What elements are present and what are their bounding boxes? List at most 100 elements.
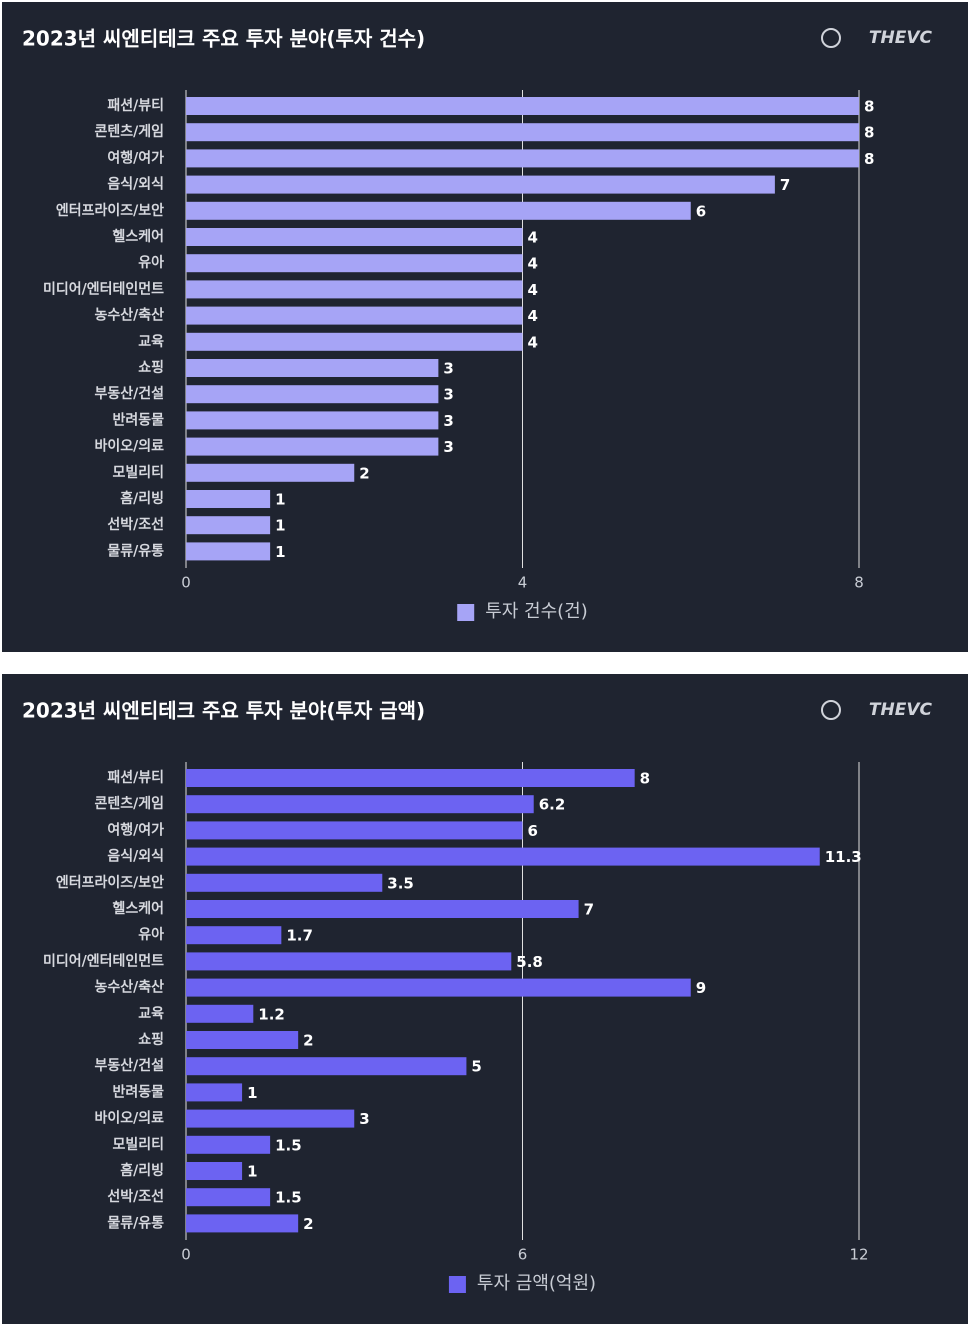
value-label: 5.8	[516, 953, 543, 971]
y-tick-label: 모빌리티	[112, 465, 164, 481]
value-label: 1	[247, 1163, 257, 1181]
value-label: 5	[471, 1058, 481, 1076]
y-tick-label: 바이오/의료	[94, 438, 164, 455]
bar	[186, 1057, 467, 1076]
value-label: 3	[443, 360, 453, 378]
bar	[186, 1135, 271, 1154]
brand-logo: THEVC	[869, 28, 933, 48]
y-tick-label: 농수산/축산	[94, 979, 164, 996]
y-tick-label: 교육	[138, 334, 164, 350]
bar	[186, 978, 691, 997]
bar	[186, 123, 859, 142]
x-tick-label: 8	[854, 574, 864, 592]
value-label: 8	[864, 150, 874, 168]
chart-title: 2023년 씨엔티테크 주요 투자 분야(투자 건수)	[22, 27, 425, 51]
bar	[186, 254, 523, 273]
x-tick-label: 4	[518, 574, 528, 592]
bar	[186, 1109, 355, 1128]
y-tick-label: 물류/유통	[107, 543, 164, 559]
y-tick-label: 패션/뷰티	[107, 97, 164, 114]
y-tick-label: 헬스케어	[112, 900, 164, 917]
bar	[186, 1162, 243, 1180]
value-label: 4	[528, 281, 538, 299]
x-tick-label: 12	[849, 1246, 868, 1264]
value-label: 4	[528, 229, 538, 247]
x-tick-label: 0	[181, 1246, 191, 1264]
bar	[186, 359, 439, 377]
bar	[186, 201, 691, 220]
bar	[186, 873, 383, 892]
value-label: 1.2	[258, 1005, 285, 1023]
bar	[186, 1214, 299, 1233]
value-label: 4	[528, 307, 538, 325]
value-label: 4	[528, 255, 538, 273]
bar	[186, 175, 775, 194]
bar	[186, 926, 282, 945]
value-label: 1.5	[275, 1189, 302, 1207]
y-tick-label: 쇼핑	[138, 359, 164, 376]
brand-logo: THEVC	[869, 700, 933, 720]
y-tick-label: 음식/외식	[107, 176, 164, 193]
y-tick-label: 반려동물	[112, 411, 164, 428]
y-tick-label: 엔터프라이즈/보안	[56, 874, 164, 891]
bar	[186, 1188, 271, 1207]
y-tick-label: 부동산/건설	[94, 1057, 164, 1074]
bar	[186, 769, 635, 787]
y-tick-label: 선박/조선	[107, 1188, 164, 1205]
y-tick-label: 여행/여가	[107, 821, 164, 838]
y-tick-label: 콘텐츠/게임	[94, 795, 164, 812]
bar	[186, 332, 523, 351]
legend-label: 투자 금액(억원)	[477, 1273, 596, 1294]
bar	[186, 149, 859, 168]
bar	[186, 490, 271, 508]
y-tick-label: 미디어/엔터테인먼트	[43, 952, 164, 969]
bar	[186, 1004, 254, 1023]
y-tick-label: 콘텐츠/게임	[94, 123, 164, 140]
bar	[186, 795, 534, 814]
y-tick-label: 홈/리빙	[120, 490, 164, 507]
value-label: 6	[696, 202, 706, 220]
logo-icon	[821, 28, 841, 48]
value-label: 2	[303, 1032, 313, 1050]
value-label: 3	[443, 386, 453, 404]
bar	[186, 516, 271, 535]
y-tick-label: 쇼핑	[138, 1031, 164, 1048]
y-tick-label: 모빌리티	[112, 1137, 164, 1153]
value-label: 3.5	[387, 874, 414, 892]
value-label: 1.7	[286, 927, 313, 945]
bar	[186, 1083, 243, 1102]
value-label: 4	[528, 333, 538, 351]
bar	[186, 900, 579, 918]
value-label: 1	[275, 491, 285, 509]
y-tick-label: 농수산/축산	[94, 307, 164, 324]
value-label: 1	[275, 517, 285, 535]
legend-label: 투자 건수(건)	[485, 601, 588, 622]
bar	[186, 1031, 299, 1049]
value-label: 3	[443, 412, 453, 430]
x-tick-label: 0	[181, 574, 191, 592]
bar	[186, 437, 439, 456]
value-label: 11.3	[825, 848, 862, 866]
y-tick-label: 부동산/건설	[94, 385, 164, 402]
bar	[186, 847, 820, 866]
bar	[186, 411, 439, 430]
value-label: 1	[275, 543, 285, 561]
bar	[186, 280, 523, 299]
bar	[186, 228, 523, 246]
y-tick-label: 미디어/엔터테인먼트	[43, 280, 164, 297]
value-label: 6.2	[539, 796, 566, 814]
bar	[186, 306, 523, 325]
y-tick-label: 바이오/의료	[94, 1110, 164, 1127]
value-label: 7	[780, 176, 790, 194]
value-label: 1	[247, 1084, 257, 1102]
bar	[186, 463, 355, 482]
value-label: 2	[359, 464, 369, 482]
y-tick-label: 여행/여가	[107, 149, 164, 166]
x-tick-label: 6	[518, 1246, 528, 1264]
bar	[186, 97, 859, 115]
value-label: 8	[640, 770, 650, 788]
bar	[186, 385, 439, 404]
value-label: 6	[528, 822, 538, 840]
y-tick-label: 반려동물	[112, 1083, 164, 1100]
